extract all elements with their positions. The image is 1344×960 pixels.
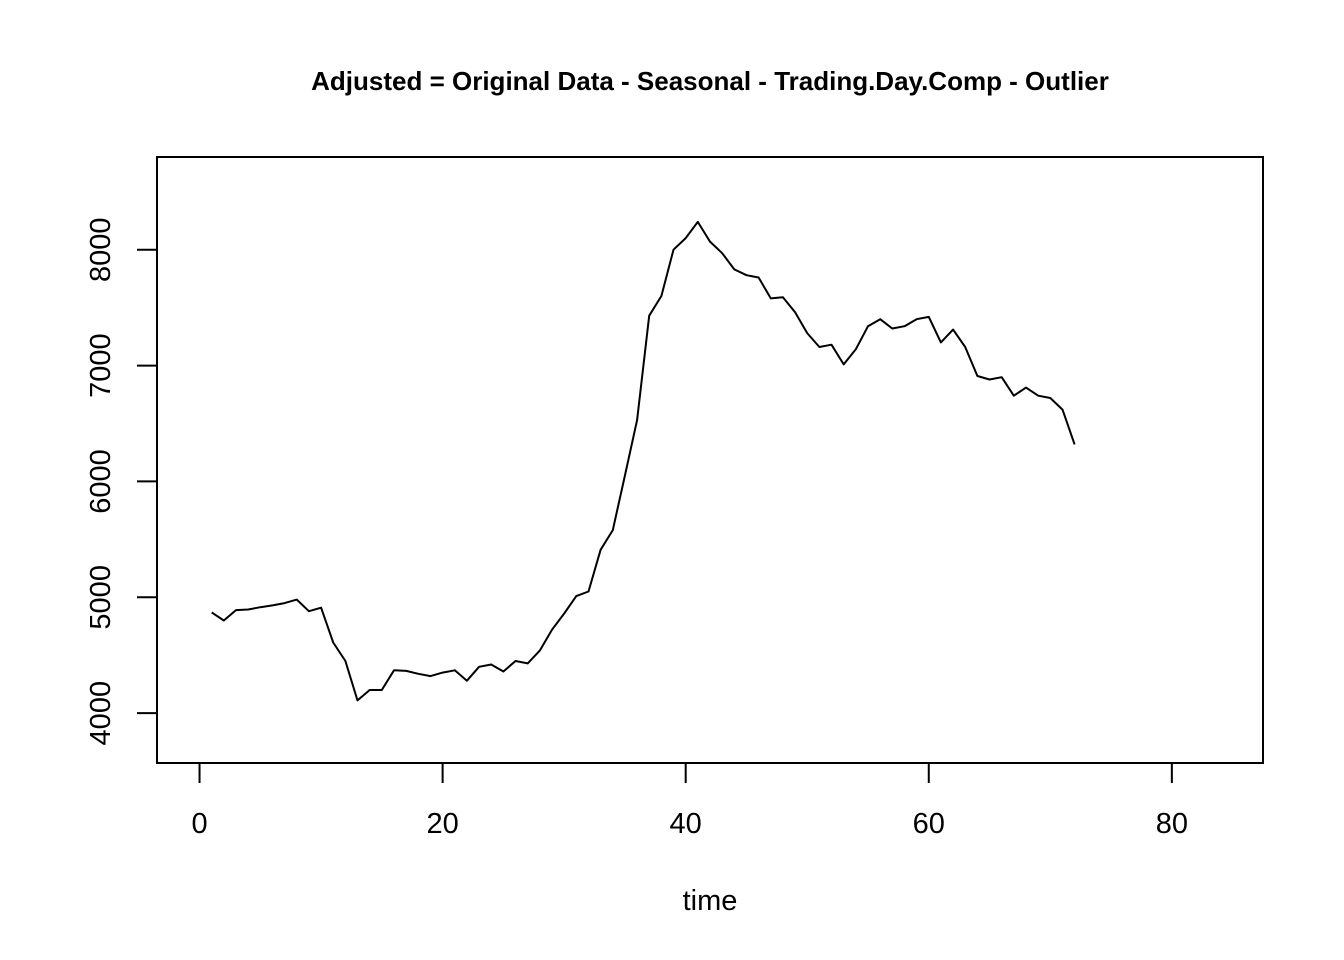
y-tick-label: 5000: [85, 565, 117, 630]
y-tick-label: 4000: [85, 681, 117, 746]
x-axis: 0 20 40 60 80: [191, 762, 1188, 840]
y-tick-label: 8000: [85, 217, 117, 282]
x-tick-label: 40: [670, 808, 702, 840]
y-tick-label: 6000: [85, 449, 117, 514]
x-tick-label: 80: [1156, 808, 1188, 840]
series-line: [211, 220, 1076, 702]
y-tick-label: 7000: [85, 333, 117, 398]
x-tick-label: 20: [426, 808, 458, 840]
y-axis: 4000 5000 6000 7000 8000: [85, 217, 158, 746]
x-tick-label: 0: [191, 808, 207, 840]
x-axis-label: time: [683, 885, 738, 917]
plot-frame: [156, 156, 1264, 764]
chart-title: Adjusted = Original Data - Seasonal - Tr…: [311, 66, 1109, 96]
x-tick-label: 60: [913, 808, 945, 840]
